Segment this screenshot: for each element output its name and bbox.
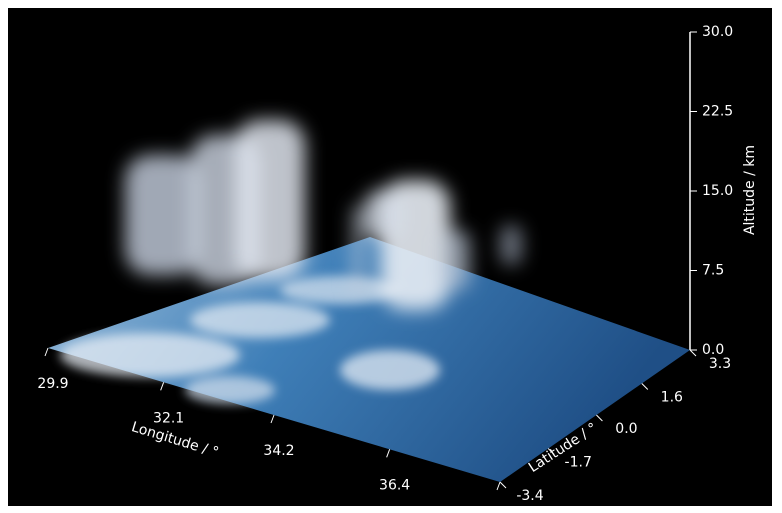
y-tick-label: -3.4: [516, 488, 543, 504]
z-tick-label: 15.0: [702, 183, 733, 199]
y-tick-label: 0.0: [615, 421, 637, 437]
z-tick-label: 0.0: [702, 342, 724, 358]
y-tick-label: -1.7: [565, 455, 592, 471]
z-tick-label: 22.5: [702, 104, 733, 120]
x-tick-label: 32.1: [153, 410, 184, 426]
z-axis-label: Altitude / km: [742, 145, 758, 235]
x-tick-label: 34.2: [263, 443, 294, 459]
x-tick-label: 36.4: [379, 477, 410, 493]
y-tick-label: 1.6: [661, 389, 683, 405]
z-tick-label: 30.0: [702, 24, 733, 40]
chart: Longitude / ° Latitude / ° Altitude / km…: [0, 0, 782, 513]
z-tick-label: 7.5: [702, 263, 724, 279]
y-tick-label: 3.3: [709, 356, 731, 372]
x-tick-label: 29.9: [37, 376, 68, 392]
